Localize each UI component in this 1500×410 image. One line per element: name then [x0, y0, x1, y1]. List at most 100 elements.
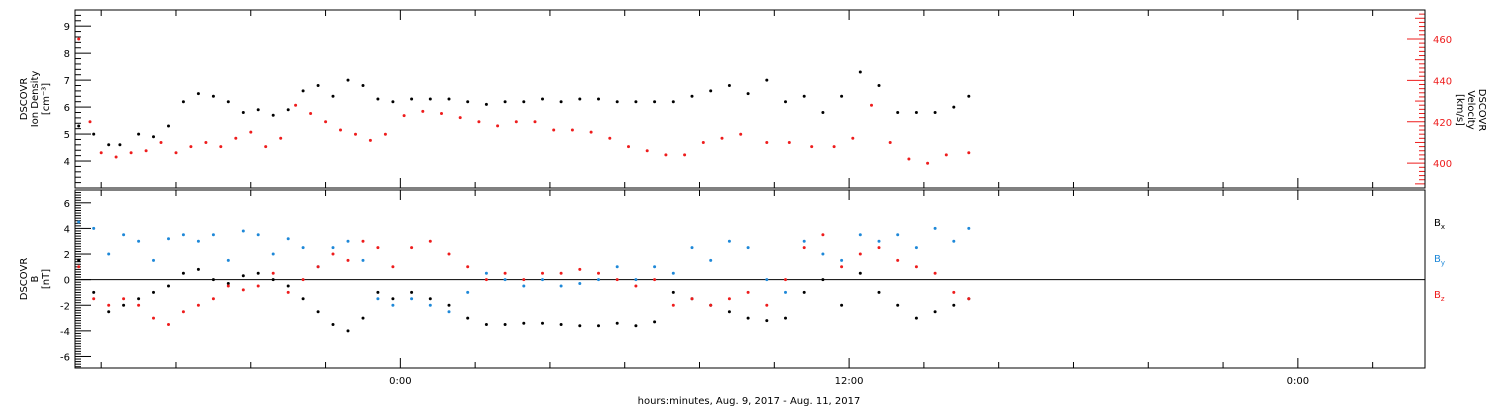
legend-item: By	[1434, 254, 1445, 267]
top-series-points	[77, 37, 971, 165]
data-point	[77, 37, 81, 41]
data-point	[608, 136, 612, 140]
data-point	[256, 271, 260, 275]
data-point	[361, 316, 365, 320]
data-point	[952, 290, 956, 294]
bottom-ylabel: DSCOVRB[nT]	[19, 258, 52, 301]
data-point	[189, 145, 193, 149]
data-point	[765, 278, 769, 282]
top-plot-frame	[74, 9, 1426, 189]
data-point	[137, 239, 141, 243]
data-point	[690, 246, 694, 250]
legend-label: B	[1434, 218, 1441, 229]
y-tick-label: 2	[64, 250, 70, 261]
data-point	[967, 151, 971, 155]
data-point	[428, 239, 432, 243]
data-point	[211, 278, 215, 282]
data-point	[810, 145, 814, 149]
data-point	[99, 151, 103, 155]
data-point	[858, 271, 862, 275]
data-point	[331, 252, 335, 256]
y-tick-label: 4	[64, 157, 70, 168]
data-point	[391, 265, 395, 269]
data-point	[484, 102, 488, 106]
data-point	[92, 226, 96, 230]
data-point	[914, 316, 918, 320]
data-point	[597, 324, 600, 328]
data-point	[671, 303, 675, 307]
data-point	[896, 303, 900, 307]
data-point	[271, 113, 275, 117]
data-point	[477, 120, 481, 124]
data-point	[331, 323, 335, 326]
x-axis-ticks	[100, 10, 1374, 368]
data-point	[653, 278, 657, 282]
data-point	[541, 97, 544, 101]
data-point	[727, 297, 731, 301]
data-point	[256, 284, 260, 288]
data-point	[653, 320, 657, 324]
data-point	[503, 100, 507, 104]
data-point	[709, 258, 713, 262]
data-point	[346, 78, 350, 82]
data-point	[877, 246, 881, 250]
data-point	[167, 323, 170, 326]
data-point	[256, 108, 260, 112]
top-y2label: DSCOVRVelocity[km/s]	[1454, 89, 1487, 132]
data-point	[129, 151, 133, 155]
data-point	[541, 321, 544, 325]
data-point	[784, 100, 787, 104]
data-point	[821, 233, 825, 237]
x-axis-label: hours:minutes, Aug. 9, 2017 - Aug. 11, 2…	[638, 396, 861, 407]
data-point	[144, 149, 148, 153]
data-point	[896, 111, 900, 114]
data-point	[739, 132, 743, 136]
x-tick-label: 0:00	[1287, 376, 1309, 387]
data-point	[914, 246, 918, 250]
data-point	[503, 278, 507, 282]
data-point	[410, 246, 414, 250]
data-point	[746, 92, 750, 96]
axis-label-line: [nT]	[41, 269, 52, 289]
data-point	[346, 329, 350, 333]
data-point	[361, 258, 365, 262]
data-point	[784, 290, 787, 294]
x-tick-label: 12:00	[835, 376, 864, 387]
data-point	[428, 97, 432, 101]
x-axis-tick-labels: 0:00 12:00 0:00	[389, 376, 1309, 387]
data-point	[802, 246, 806, 250]
data-point	[484, 271, 488, 275]
data-point	[428, 303, 432, 307]
data-point	[376, 97, 380, 101]
data-point	[664, 153, 668, 157]
data-point	[832, 145, 836, 149]
bottom-y-axis-ticks	[75, 189, 91, 368]
data-point	[410, 290, 414, 294]
axis-label-line: DSCOVR	[19, 78, 30, 121]
bottom-plot-frame	[74, 189, 1426, 369]
data-point	[226, 100, 230, 104]
data-point	[514, 120, 518, 124]
data-point	[671, 271, 675, 275]
y-tick-label: -6	[60, 352, 70, 363]
data-point	[765, 303, 769, 307]
data-point	[286, 108, 290, 112]
data-point	[316, 84, 320, 87]
data-point	[746, 290, 750, 294]
data-point	[447, 252, 451, 256]
data-point	[522, 284, 526, 288]
data-point	[821, 252, 825, 256]
data-point	[541, 271, 544, 275]
y-tick-label: 6	[64, 199, 70, 210]
data-point	[840, 265, 844, 269]
data-point	[765, 141, 769, 144]
data-point	[181, 233, 185, 237]
data-point	[821, 111, 825, 114]
data-point	[727, 310, 731, 314]
data-point	[578, 267, 582, 271]
data-point	[541, 278, 544, 282]
data-point	[77, 258, 81, 262]
data-point	[802, 94, 806, 98]
